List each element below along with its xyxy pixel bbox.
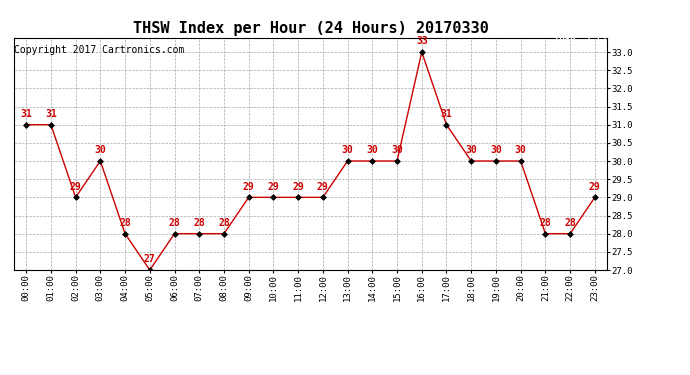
Text: 30: 30 bbox=[391, 146, 403, 156]
Text: Copyright 2017 Cartronics.com: Copyright 2017 Cartronics.com bbox=[14, 45, 184, 55]
Text: 29: 29 bbox=[589, 182, 601, 192]
Text: 29: 29 bbox=[268, 182, 279, 192]
Text: 28: 28 bbox=[119, 218, 131, 228]
Text: 30: 30 bbox=[342, 146, 353, 156]
Text: 29: 29 bbox=[293, 182, 304, 192]
Text: 30: 30 bbox=[95, 146, 106, 156]
Text: THSW  (°F): THSW (°F) bbox=[555, 32, 608, 41]
Text: 28: 28 bbox=[218, 218, 230, 228]
Text: 31: 31 bbox=[45, 109, 57, 119]
Text: 28: 28 bbox=[564, 218, 576, 228]
Title: THSW Index per Hour (24 Hours) 20170330: THSW Index per Hour (24 Hours) 20170330 bbox=[132, 21, 489, 36]
Text: 29: 29 bbox=[70, 182, 81, 192]
Text: 31: 31 bbox=[20, 109, 32, 119]
Text: 30: 30 bbox=[490, 146, 502, 156]
Text: 29: 29 bbox=[317, 182, 328, 192]
Text: 28: 28 bbox=[193, 218, 205, 228]
Text: 30: 30 bbox=[366, 146, 378, 156]
Text: 30: 30 bbox=[465, 146, 477, 156]
Text: 28: 28 bbox=[540, 218, 551, 228]
Text: 28: 28 bbox=[168, 218, 180, 228]
Text: 31: 31 bbox=[441, 109, 453, 119]
Text: 30: 30 bbox=[515, 146, 526, 156]
Text: 27: 27 bbox=[144, 255, 156, 264]
Text: 33: 33 bbox=[416, 36, 428, 46]
Text: 29: 29 bbox=[243, 182, 255, 192]
